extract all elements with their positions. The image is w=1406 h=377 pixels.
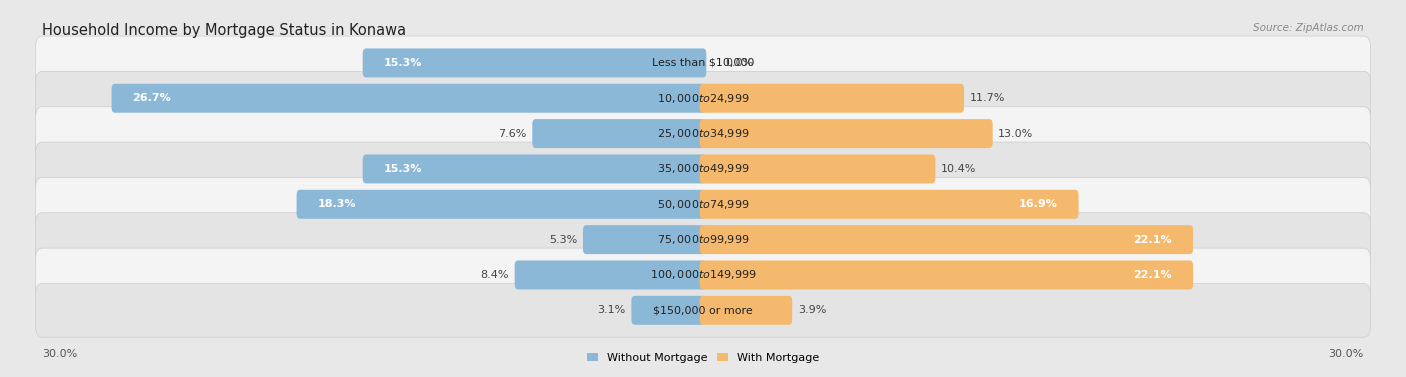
FancyBboxPatch shape [35, 36, 1371, 90]
FancyBboxPatch shape [35, 107, 1371, 161]
Text: 3.9%: 3.9% [797, 305, 827, 315]
Text: 30.0%: 30.0% [42, 349, 77, 359]
Legend: Without Mortgage, With Mortgage: Without Mortgage, With Mortgage [582, 349, 824, 368]
Text: $75,000 to $99,999: $75,000 to $99,999 [657, 233, 749, 246]
Text: 18.3%: 18.3% [318, 199, 356, 209]
FancyBboxPatch shape [111, 84, 706, 113]
Text: $25,000 to $34,999: $25,000 to $34,999 [657, 127, 749, 140]
FancyBboxPatch shape [35, 284, 1371, 337]
FancyBboxPatch shape [35, 142, 1371, 196]
Text: Source: ZipAtlas.com: Source: ZipAtlas.com [1253, 23, 1364, 33]
Text: $150,000 or more: $150,000 or more [654, 305, 752, 315]
Text: 22.1%: 22.1% [1133, 270, 1173, 280]
Text: 10.4%: 10.4% [941, 164, 976, 174]
FancyBboxPatch shape [700, 119, 993, 148]
FancyBboxPatch shape [700, 225, 1194, 254]
FancyBboxPatch shape [363, 48, 706, 77]
Text: 15.3%: 15.3% [384, 164, 422, 174]
FancyBboxPatch shape [583, 225, 706, 254]
Text: Less than $10,000: Less than $10,000 [652, 58, 754, 68]
FancyBboxPatch shape [700, 261, 1194, 290]
Text: 30.0%: 30.0% [1329, 349, 1364, 359]
FancyBboxPatch shape [35, 213, 1371, 267]
Text: $35,000 to $49,999: $35,000 to $49,999 [657, 162, 749, 175]
Text: 15.3%: 15.3% [384, 58, 422, 68]
FancyBboxPatch shape [631, 296, 706, 325]
Text: $10,000 to $24,999: $10,000 to $24,999 [657, 92, 749, 105]
Text: $50,000 to $74,999: $50,000 to $74,999 [657, 198, 749, 211]
FancyBboxPatch shape [533, 119, 706, 148]
Text: 11.7%: 11.7% [970, 93, 1005, 103]
FancyBboxPatch shape [700, 296, 792, 325]
Text: 0.0%: 0.0% [725, 58, 754, 68]
Text: 5.3%: 5.3% [550, 234, 578, 245]
FancyBboxPatch shape [363, 155, 706, 184]
FancyBboxPatch shape [700, 84, 965, 113]
FancyBboxPatch shape [35, 178, 1371, 231]
Text: 8.4%: 8.4% [481, 270, 509, 280]
Text: 16.9%: 16.9% [1019, 199, 1057, 209]
FancyBboxPatch shape [297, 190, 706, 219]
Text: 26.7%: 26.7% [132, 93, 172, 103]
FancyBboxPatch shape [35, 71, 1371, 125]
Text: $100,000 to $149,999: $100,000 to $149,999 [650, 268, 756, 282]
FancyBboxPatch shape [700, 190, 1078, 219]
Text: 3.1%: 3.1% [598, 305, 626, 315]
Text: 13.0%: 13.0% [998, 129, 1033, 139]
Text: 22.1%: 22.1% [1133, 234, 1173, 245]
Text: 7.6%: 7.6% [498, 129, 527, 139]
FancyBboxPatch shape [700, 155, 935, 184]
Text: Household Income by Mortgage Status in Konawa: Household Income by Mortgage Status in K… [42, 23, 406, 38]
FancyBboxPatch shape [35, 248, 1371, 302]
FancyBboxPatch shape [515, 261, 706, 290]
